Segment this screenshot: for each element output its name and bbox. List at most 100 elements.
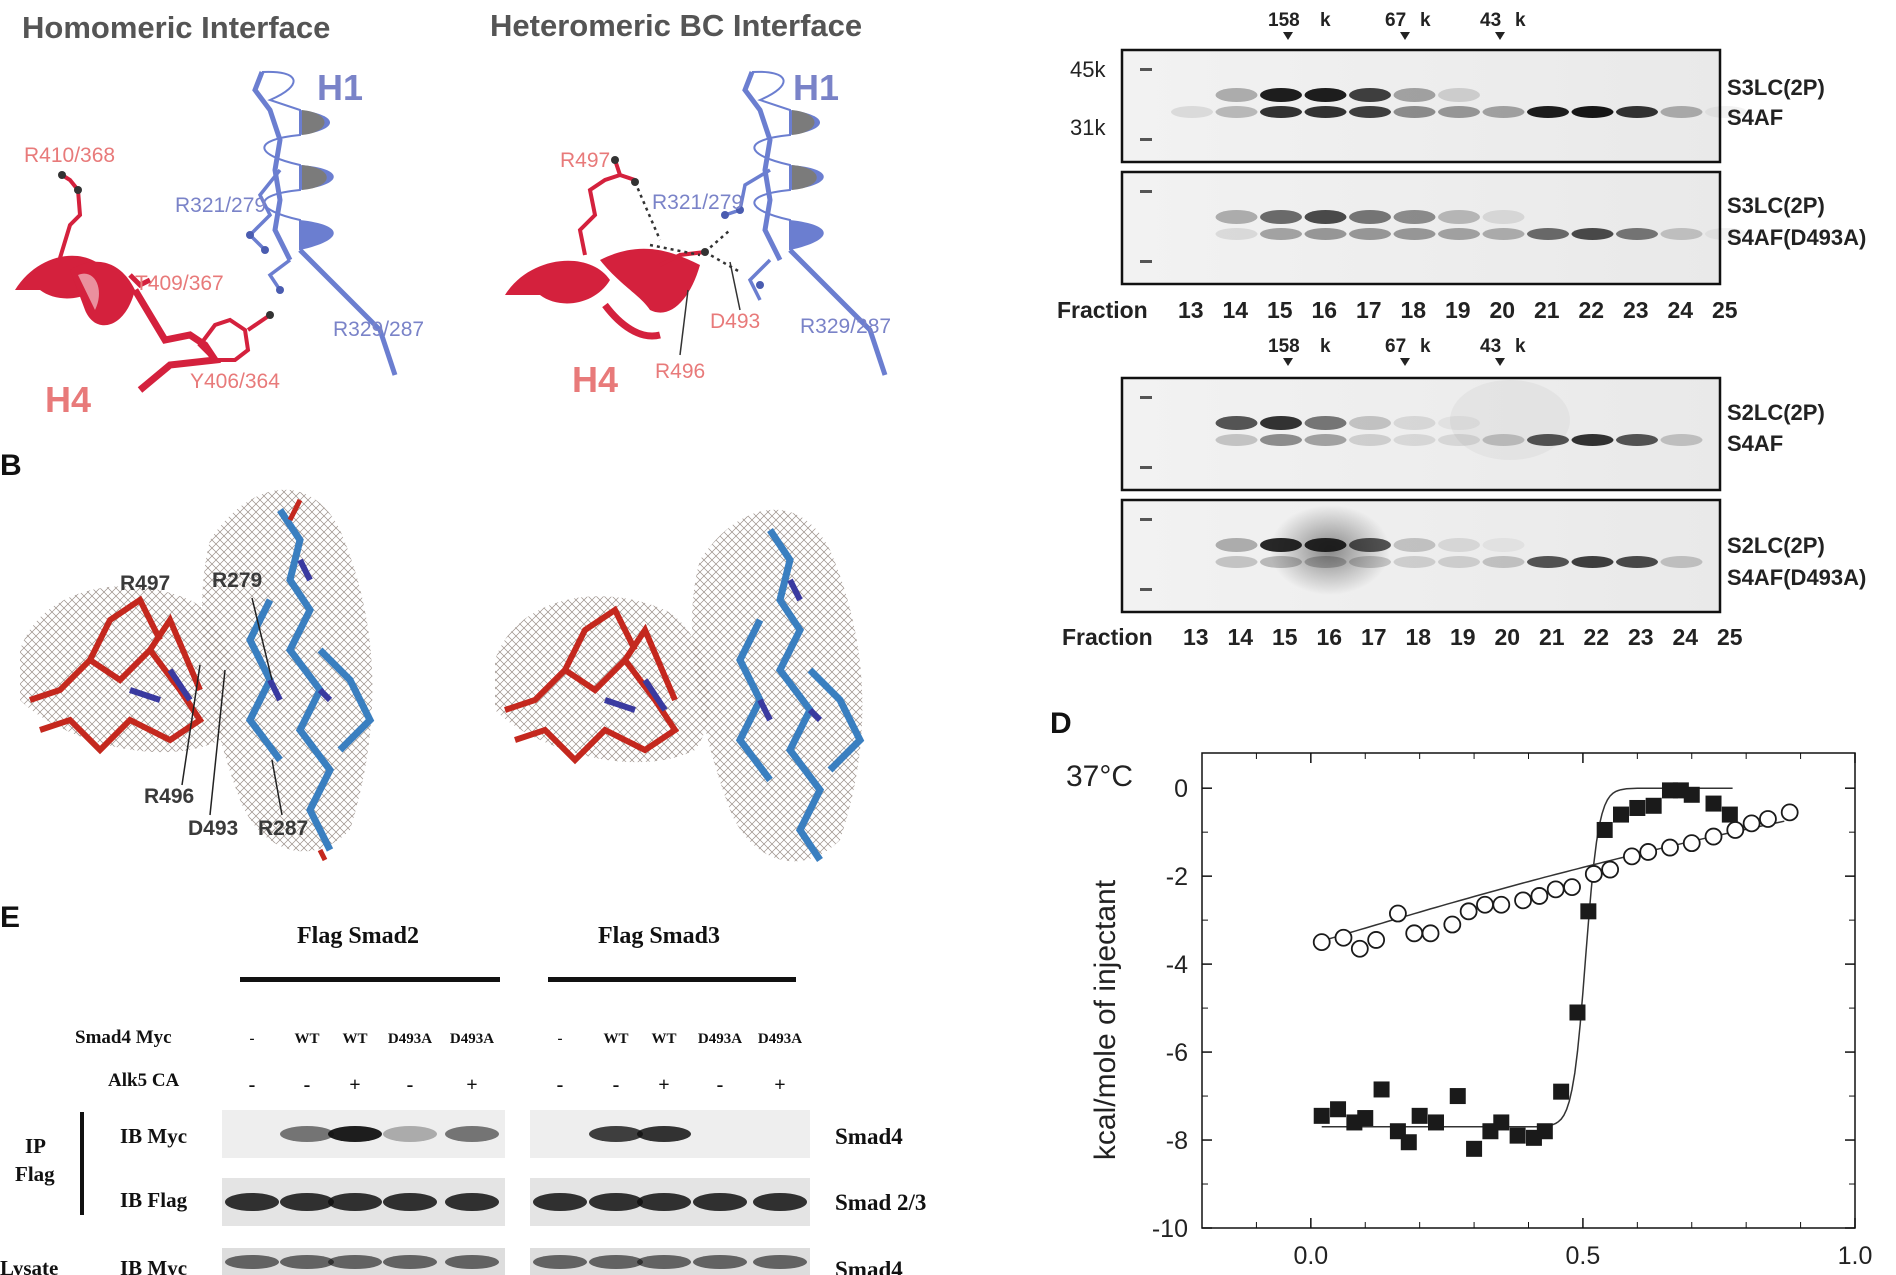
gel-band	[1705, 228, 1747, 240]
gel-band	[1215, 434, 1258, 446]
fraction-number: 17	[1356, 297, 1382, 323]
gel-band	[1571, 228, 1614, 240]
hetero-r496-label: R496	[655, 360, 705, 383]
alk5-condition: -	[249, 1074, 256, 1096]
flag-band	[533, 1193, 587, 1211]
fraction-number: 15	[1272, 624, 1298, 650]
gel-band	[1260, 556, 1302, 568]
smad4-condition: WT	[294, 1031, 319, 1047]
hetero-r329-label: R329/287	[800, 315, 891, 338]
gel-band	[1393, 228, 1436, 240]
data-point-square	[1613, 806, 1630, 823]
data-point-circle	[1759, 810, 1777, 828]
gel-band	[1660, 434, 1703, 446]
gel-band	[1438, 556, 1480, 568]
homomeric-title: Homomeric Interface	[22, 10, 330, 45]
gel-band	[1215, 228, 1258, 240]
alk5-condition: +	[349, 1074, 360, 1096]
data-point-square	[1553, 1083, 1570, 1100]
gel-4	[1120, 498, 1722, 614]
b-d493-label: D493	[188, 817, 238, 840]
data-point-square	[1493, 1114, 1510, 1131]
y-tick-label: -6	[1166, 1039, 1188, 1067]
x-tick-label: 0.0	[1293, 1242, 1328, 1270]
gel3-label1: S2LC(2P)	[1727, 400, 1825, 425]
ib-myc-label: IB Myc	[120, 1124, 187, 1148]
gel-band	[1527, 106, 1569, 118]
gel-2	[1120, 170, 1722, 286]
gel-band	[1304, 556, 1347, 568]
fraction-row-1: 13 14 15 16 17 18 19 20 21 22 23 24 25	[1178, 297, 1738, 323]
fraction-number: 13	[1183, 624, 1209, 650]
svg-text:158: 158	[1268, 336, 1300, 357]
gel-band	[1349, 228, 1391, 240]
gel-band	[1571, 556, 1614, 568]
homo-r321-label: R321/279	[175, 194, 266, 217]
gel-band	[1349, 434, 1391, 446]
gel-band	[1438, 210, 1480, 224]
gel-band	[1393, 538, 1436, 552]
fraction-number: 15	[1267, 297, 1293, 323]
fraction-number: 22	[1584, 624, 1610, 650]
alk5-condition: -	[717, 1074, 724, 1096]
homo-r329-label: R329/287	[333, 318, 424, 341]
lysate-band	[225, 1255, 279, 1269]
gel-band	[1438, 416, 1480, 430]
gel-band	[1393, 434, 1436, 446]
gel-band	[1616, 434, 1658, 446]
ip-label: IP	[25, 1134, 46, 1158]
lysate-label: Lysate	[0, 1256, 58, 1275]
gel-band	[1571, 106, 1614, 118]
smad4-condition: D493A	[758, 1031, 802, 1047]
hetero-d493-label: D493	[710, 310, 760, 333]
myc-band	[637, 1126, 691, 1142]
ib-myc2-label: IB Myc	[120, 1256, 187, 1275]
panel-e: E Flag Smad2 Flag Smad3 Smad4 Myc Alk5 C…	[0, 901, 926, 1275]
fraction-number: 20	[1495, 624, 1521, 650]
gel-band	[1215, 88, 1258, 102]
gel2-label1: S3LC(2P)	[1727, 193, 1825, 218]
panel-e-letter: E	[0, 901, 20, 934]
gel-band	[1482, 556, 1525, 568]
row-smad4-myc: Smad4 Myc	[75, 1027, 172, 1048]
data-point-circle	[1514, 891, 1532, 910]
lysate-band	[589, 1255, 643, 1269]
homo-h4-label: H4	[45, 379, 91, 420]
panel-d: D 37°C kcal/mole of injectant 0 -2 -4 -6 -8 -…	[1050, 707, 1872, 1270]
data-point-square	[1683, 786, 1700, 803]
data-point-circle	[1421, 924, 1440, 943]
right-smad4b: Smad4	[835, 1257, 903, 1275]
panel-b: B R497 R279 R496 D493 R287	[0, 449, 865, 862]
gel3-label2: S4AF	[1727, 431, 1783, 456]
svg-text:k: k	[1320, 336, 1331, 357]
gel-band	[1660, 106, 1703, 118]
myc-band	[383, 1126, 437, 1142]
group2-label: Flag Smad3	[598, 923, 720, 949]
data-point-circle	[1389, 904, 1407, 923]
homo-y406-label: Y406/364	[190, 370, 280, 393]
data-point-square	[1580, 903, 1597, 920]
myc-band	[445, 1126, 499, 1142]
smad4-condition: D493A	[698, 1031, 742, 1047]
y-axis-label: kcal/mole of injectant	[1089, 879, 1122, 1160]
data-point-circle	[1312, 933, 1331, 952]
size-31k: 31k	[1070, 115, 1106, 140]
smad4-condition: WT	[651, 1031, 676, 1047]
gel-band	[1660, 228, 1703, 240]
right-smad23: Smad 2/3	[835, 1190, 926, 1215]
gel-band	[1438, 106, 1480, 118]
data-point-circle	[1622, 847, 1641, 866]
fraction-number: 13	[1178, 297, 1204, 323]
data-point-square	[1411, 1107, 1428, 1124]
svg-text:k: k	[1515, 336, 1526, 357]
data-point-circle	[1601, 860, 1620, 879]
alk5-condition: -	[407, 1074, 414, 1096]
myc-band	[589, 1126, 643, 1142]
gel1-label2: S4AF	[1727, 105, 1783, 130]
gel-band	[1438, 538, 1480, 552]
homo-r410-label: R410/368	[24, 144, 115, 167]
alk5-condition: +	[466, 1074, 477, 1096]
homo-h1-label: H1	[317, 67, 363, 108]
gel-band	[1215, 538, 1258, 552]
